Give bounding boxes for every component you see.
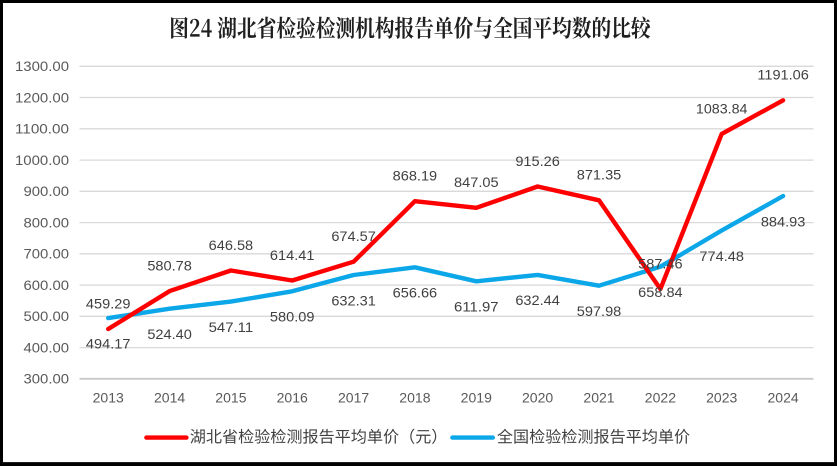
svg-text:700.00: 700.00 bbox=[24, 247, 70, 262]
svg-text:2016: 2016 bbox=[277, 391, 308, 406]
svg-text:524.40: 524.40 bbox=[147, 327, 192, 342]
svg-text:915.26: 915.26 bbox=[515, 154, 560, 169]
svg-text:600.00: 600.00 bbox=[24, 278, 70, 293]
svg-text:580.09: 580.09 bbox=[270, 310, 315, 325]
svg-text:2013: 2013 bbox=[93, 391, 124, 406]
svg-text:611.97: 611.97 bbox=[454, 300, 499, 315]
svg-text:597.98: 597.98 bbox=[577, 304, 622, 319]
svg-text:674.57: 674.57 bbox=[331, 229, 376, 244]
svg-text:871.35: 871.35 bbox=[577, 168, 622, 183]
svg-text:1100.00: 1100.00 bbox=[15, 122, 69, 137]
svg-text:2022: 2022 bbox=[645, 391, 676, 406]
svg-text:632.44: 632.44 bbox=[515, 293, 560, 308]
svg-text:868.19: 868.19 bbox=[393, 169, 438, 184]
svg-text:900.00: 900.00 bbox=[24, 184, 70, 199]
svg-text:632.31: 632.31 bbox=[331, 293, 376, 308]
svg-text:2020: 2020 bbox=[522, 391, 553, 406]
svg-text:400.00: 400.00 bbox=[24, 340, 70, 355]
svg-text:658.84: 658.84 bbox=[638, 285, 683, 300]
svg-text:580.78: 580.78 bbox=[147, 259, 192, 274]
svg-text:2021: 2021 bbox=[583, 391, 614, 406]
svg-text:587.46: 587.46 bbox=[638, 256, 683, 271]
svg-text:2014: 2014 bbox=[154, 391, 186, 406]
svg-text:2017: 2017 bbox=[338, 391, 369, 406]
svg-text:884.93: 884.93 bbox=[761, 214, 806, 229]
svg-text:1200.00: 1200.00 bbox=[15, 90, 69, 105]
svg-text:774.48: 774.48 bbox=[699, 249, 744, 264]
svg-text:494.17: 494.17 bbox=[86, 336, 131, 351]
svg-text:2018: 2018 bbox=[399, 391, 430, 406]
svg-text:1300.00: 1300.00 bbox=[15, 59, 69, 74]
svg-text:2023: 2023 bbox=[706, 391, 737, 406]
svg-text:547.11: 547.11 bbox=[209, 320, 254, 335]
svg-text:614.41: 614.41 bbox=[270, 248, 315, 263]
svg-text:1083.84: 1083.84 bbox=[696, 101, 748, 116]
svg-text:646.58: 646.58 bbox=[209, 238, 254, 253]
svg-text:2024: 2024 bbox=[768, 391, 800, 406]
svg-text:300.00: 300.00 bbox=[24, 372, 70, 387]
svg-text:656.66: 656.66 bbox=[393, 286, 438, 301]
svg-text:500.00: 500.00 bbox=[24, 309, 70, 324]
svg-text:847.05: 847.05 bbox=[454, 175, 499, 190]
svg-text:1191.06: 1191.06 bbox=[757, 68, 809, 83]
svg-text:1000.00: 1000.00 bbox=[15, 153, 69, 168]
svg-text:2015: 2015 bbox=[215, 391, 246, 406]
svg-text:800.00: 800.00 bbox=[24, 215, 70, 230]
svg-text:459.29: 459.29 bbox=[86, 296, 131, 311]
svg-text:2019: 2019 bbox=[461, 391, 492, 406]
